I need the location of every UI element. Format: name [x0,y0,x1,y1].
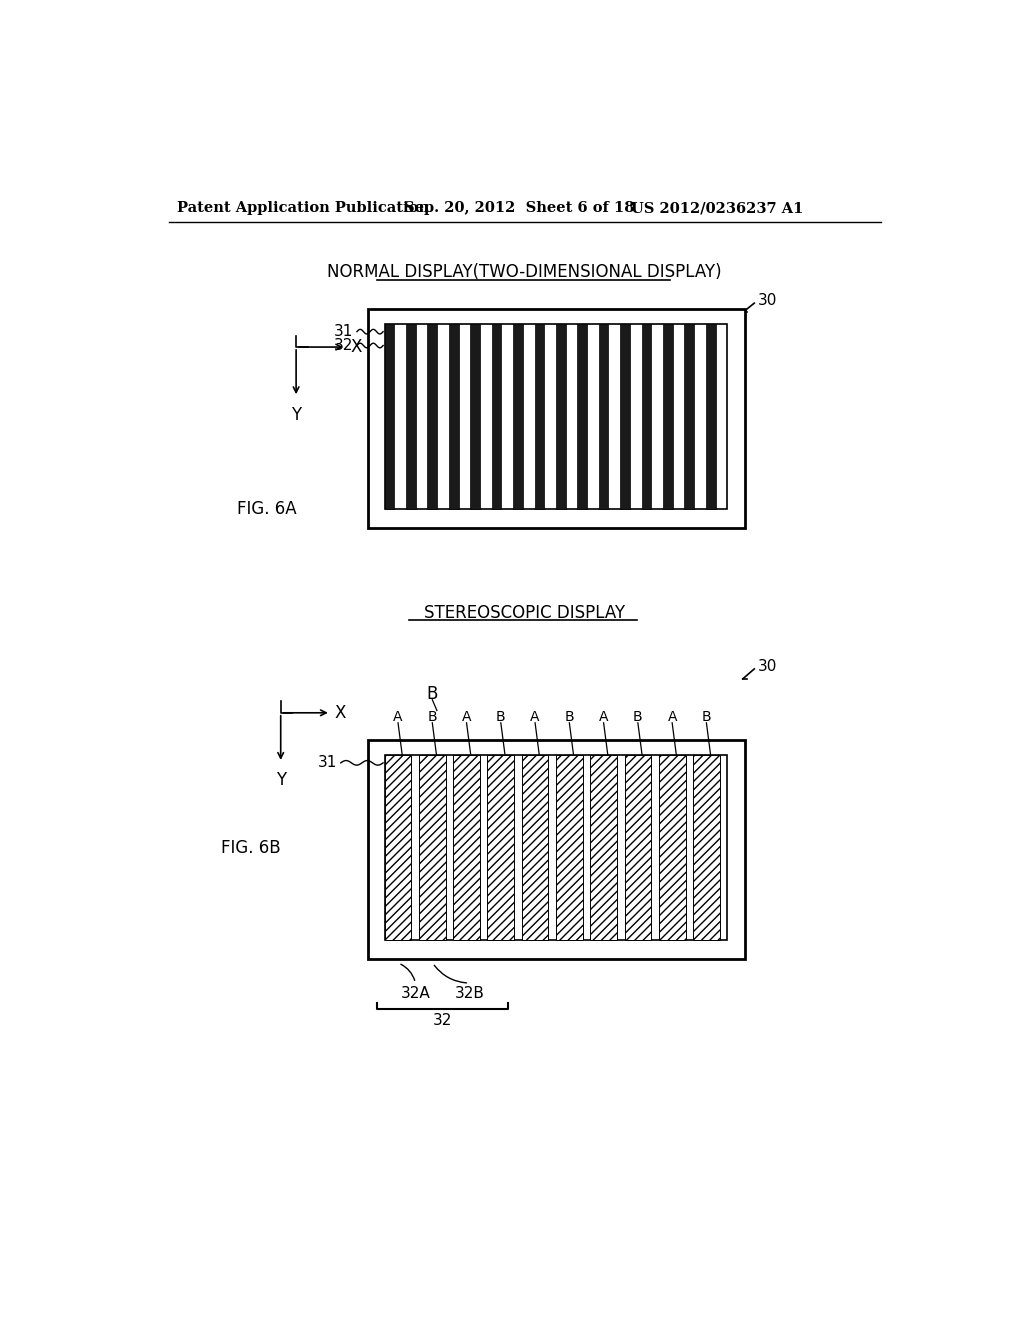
Bar [368,739,745,960]
Bar [385,323,394,508]
Bar [427,323,437,508]
Text: B: B [633,710,643,723]
Bar [492,323,502,508]
Text: A: A [530,710,540,723]
Bar [664,323,673,508]
Bar [513,323,523,508]
Text: Sep. 20, 2012  Sheet 6 of 18: Sep. 20, 2012 Sheet 6 of 18 [403,202,634,215]
Text: X: X [335,704,346,722]
Bar [684,323,694,508]
Text: 32A: 32A [400,986,430,1001]
Text: B: B [564,710,574,723]
Bar [693,755,720,940]
Text: Y: Y [291,405,301,424]
Text: 32: 32 [334,338,353,352]
Text: US 2012/0236237 A1: US 2012/0236237 A1 [631,202,804,215]
Text: STEREOSCOPIC DISPLAY: STEREOSCOPIC DISPLAY [424,603,626,622]
Text: 30: 30 [758,293,777,309]
Text: Y: Y [275,771,286,789]
Text: B: B [427,685,438,702]
Text: NORMAL DISPLAY(TWO-DIMENSIONAL DISPLAY): NORMAL DISPLAY(TWO-DIMENSIONAL DISPLAY) [328,264,722,281]
Bar [521,755,549,940]
Bar [590,755,617,940]
Bar [449,323,459,508]
Text: A: A [668,710,677,723]
Bar [487,755,514,940]
Text: B: B [496,710,506,723]
Bar [385,323,727,508]
Bar [407,323,416,508]
Text: B: B [701,710,712,723]
Text: FIG. 6B: FIG. 6B [221,838,281,857]
Text: Patent Application Publication: Patent Application Publication [177,202,429,215]
Text: A: A [462,710,471,723]
Bar [599,323,608,508]
Bar [578,323,587,508]
Text: 31: 31 [317,755,337,771]
Text: 32: 32 [433,1014,453,1028]
Bar [419,755,445,940]
Bar [556,323,565,508]
Bar [706,323,716,508]
Text: B: B [427,710,437,723]
Bar [454,755,480,940]
Text: 30: 30 [758,659,777,675]
Text: FIG. 6A: FIG. 6A [237,500,296,517]
Text: X: X [350,338,361,356]
Text: A: A [599,710,608,723]
Bar [368,309,745,528]
Bar [621,323,630,508]
Text: 31: 31 [334,325,353,339]
Text: A: A [393,710,402,723]
Bar [385,755,727,940]
Bar [556,755,583,940]
Bar [625,755,651,940]
Bar [658,755,685,940]
Bar [470,323,480,508]
Bar [535,323,544,508]
Bar [642,323,651,508]
Bar [385,755,412,940]
Text: 32B: 32B [455,986,484,1001]
